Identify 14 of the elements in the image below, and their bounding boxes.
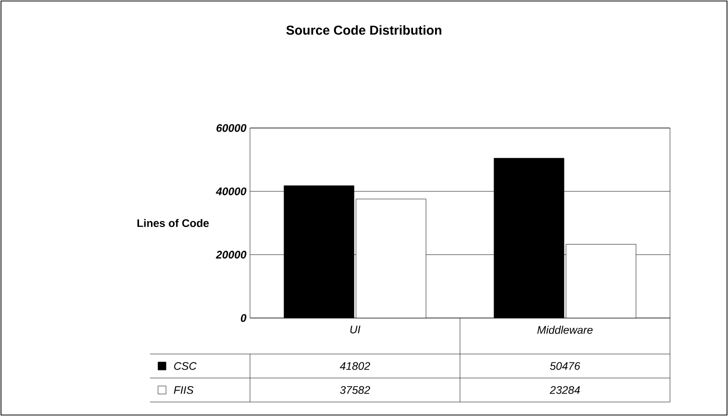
data-label: 37582 bbox=[340, 386, 370, 394]
y-tick-label: 60000 bbox=[216, 124, 246, 132]
y-tick-label: 0 bbox=[240, 314, 246, 322]
legend-label: FIIS bbox=[174, 386, 194, 394]
legend-label: CSC bbox=[174, 362, 197, 370]
data-label: 41802 bbox=[340, 362, 370, 370]
y-tick-label: 20000 bbox=[216, 250, 246, 259]
x-tick-label: UI bbox=[350, 326, 360, 334]
y-tick-label: 40000 bbox=[216, 187, 246, 196]
x-tick-label: Middleware bbox=[537, 326, 593, 334]
data-label: 23284 bbox=[550, 386, 580, 394]
y-axis-title: Lines of Code bbox=[137, 218, 209, 228]
chart-title: Source Code Distribution bbox=[286, 25, 442, 35]
data-label: 50476 bbox=[550, 362, 580, 370]
